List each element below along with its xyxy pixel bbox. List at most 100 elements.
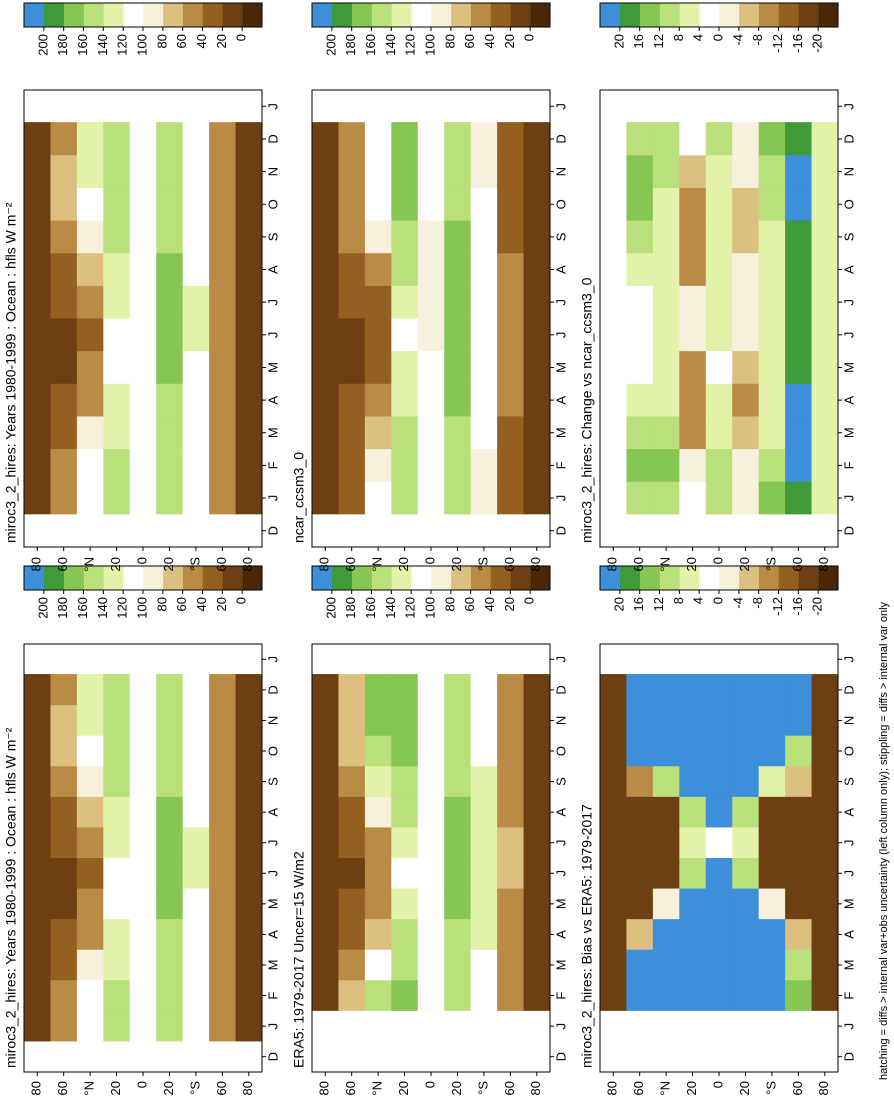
cell xyxy=(785,220,813,254)
y-tick-label: 80 xyxy=(240,557,255,571)
cell xyxy=(24,220,51,254)
colorbar-segment xyxy=(24,566,45,590)
x-tick-label: F xyxy=(841,461,856,469)
colorbar-segment xyxy=(123,3,144,27)
cell xyxy=(182,857,210,889)
cell xyxy=(705,796,733,828)
cell xyxy=(444,826,472,858)
panel-title: miroc3_2_hires: Bias vs ERA5: 1979-2017 xyxy=(579,804,595,1068)
cell xyxy=(417,826,445,858)
x-tick-label: D xyxy=(265,134,280,143)
cell xyxy=(24,122,51,156)
cell xyxy=(600,481,627,515)
cell xyxy=(470,252,498,286)
cell xyxy=(338,318,366,352)
cell xyxy=(470,383,498,417)
cell xyxy=(679,979,707,1011)
cell xyxy=(732,857,760,889)
x-tick-label: O xyxy=(841,746,856,756)
cell xyxy=(103,285,131,319)
cell xyxy=(129,857,157,889)
cell xyxy=(76,154,104,188)
cell xyxy=(444,383,472,417)
colorbar-segment xyxy=(530,3,551,27)
x-tick-label: F xyxy=(553,461,568,469)
cell xyxy=(811,857,839,889)
x-tick-label: A xyxy=(553,395,568,404)
colorbar-label: 8 xyxy=(671,597,686,604)
y-tick-label: °N xyxy=(82,1081,97,1096)
colorbar-segment xyxy=(351,3,372,27)
cell xyxy=(103,481,131,515)
cell xyxy=(76,826,104,858)
panel-title: miroc3_2_hires: Years 1980-1999 : Ocean … xyxy=(3,202,19,543)
cell xyxy=(103,674,131,706)
cell xyxy=(103,350,131,384)
cell xyxy=(24,350,51,384)
cell xyxy=(182,918,210,950)
cell xyxy=(497,350,525,384)
cell xyxy=(444,674,472,706)
cell xyxy=(209,979,237,1011)
cell xyxy=(652,318,680,352)
cell xyxy=(312,949,339,981)
cell xyxy=(76,187,104,221)
panel-title: ERA5: 1979-2017 Uncer=15 W/m2 xyxy=(291,851,307,1068)
x-tick-label: A xyxy=(841,807,856,816)
cell xyxy=(652,481,680,515)
y-tick-label: 0 xyxy=(710,557,725,564)
cell xyxy=(444,220,472,254)
cell xyxy=(600,415,627,450)
colorbar-segment xyxy=(43,566,64,590)
cell xyxy=(444,704,472,736)
cell xyxy=(758,979,786,1011)
cell xyxy=(312,765,339,797)
x-tick-label: F xyxy=(265,992,280,1000)
cell xyxy=(235,187,263,221)
cell xyxy=(156,826,184,858)
cell xyxy=(785,826,813,858)
cell xyxy=(679,796,707,828)
colorbar-segment xyxy=(182,3,203,27)
colorbar-label: 4 xyxy=(691,597,706,604)
cell xyxy=(103,704,131,736)
y-tick-label: °S xyxy=(763,557,778,571)
y-tick-label: 0 xyxy=(710,1081,725,1088)
colorbar-segment xyxy=(530,566,551,590)
cell xyxy=(758,949,786,981)
cell xyxy=(209,220,237,254)
x-tick-label: M xyxy=(841,898,856,909)
colorbar-segment xyxy=(312,566,333,590)
colorbar-label: -12 xyxy=(770,34,785,53)
y-tick-label: 20 xyxy=(449,557,464,571)
cell xyxy=(417,765,445,797)
cell xyxy=(600,154,627,188)
colorbar-segment xyxy=(162,3,183,27)
cell xyxy=(417,318,445,352)
cell xyxy=(811,796,839,828)
x-tick-label: D xyxy=(841,685,856,694)
colorbar-segment xyxy=(758,3,779,27)
cell xyxy=(523,826,551,858)
colorbar-segment xyxy=(182,566,203,590)
cell xyxy=(470,285,498,319)
cell xyxy=(364,187,392,221)
cell xyxy=(732,383,760,417)
cell xyxy=(156,285,184,319)
cell xyxy=(417,350,445,384)
cell xyxy=(103,918,131,950)
colorbar-label: 200 xyxy=(35,597,50,619)
cell xyxy=(364,765,392,797)
cell xyxy=(156,857,184,889)
cell xyxy=(470,826,498,858)
cell xyxy=(811,448,839,482)
colorbar-label: 100 xyxy=(134,597,149,619)
colorbar-label: 40 xyxy=(482,597,497,611)
cell xyxy=(470,765,498,797)
cell xyxy=(209,1010,237,1042)
cell xyxy=(129,888,157,920)
colorbar-segment xyxy=(778,566,799,590)
cell xyxy=(156,154,184,188)
cell xyxy=(732,796,760,828)
cell xyxy=(209,888,237,920)
